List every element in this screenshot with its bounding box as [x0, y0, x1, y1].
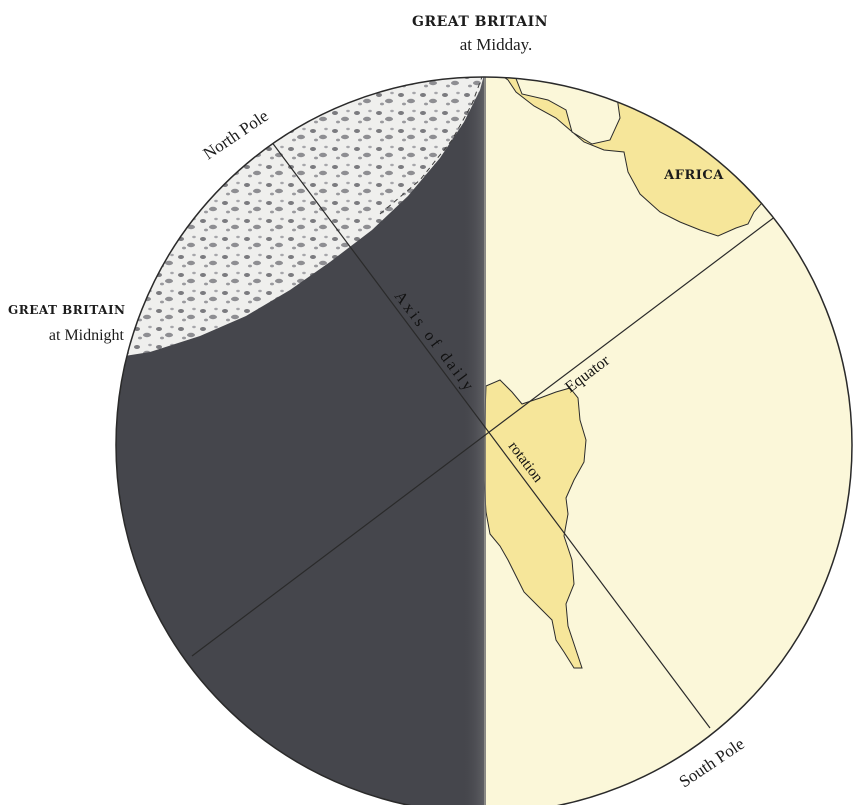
rotation-axis-line — [267, 136, 711, 729]
ice-edge-dashed — [379, 77, 487, 215]
globe-outline — [115, 76, 853, 805]
terminator-shading — [462, 77, 486, 805]
africa-landmass — [487, 77, 769, 237]
gb-midnight-title: GREAT BRITAIN — [8, 303, 126, 317]
gb-midday-subtitle: at Midday. — [460, 35, 533, 54]
equator-line — [191, 212, 781, 657]
south-america-landmass — [483, 379, 587, 669]
gb-midday-title: GREAT BRITAIN — [412, 14, 548, 30]
africa-label: AFRICA — [663, 168, 724, 183]
gb-midnight-subtitle: at Midnight — [49, 327, 125, 344]
